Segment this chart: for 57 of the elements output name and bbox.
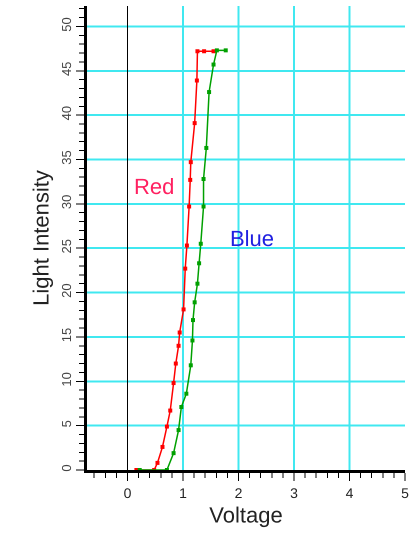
x-tick-label: 3 bbox=[290, 484, 298, 501]
y-tick-label: 25 bbox=[58, 239, 74, 254]
point bbox=[198, 242, 203, 246]
point bbox=[204, 146, 208, 150]
point bbox=[168, 408, 172, 413]
point bbox=[187, 204, 192, 208]
x-tick-label: 4 bbox=[346, 484, 354, 501]
point bbox=[207, 90, 212, 94]
point bbox=[202, 177, 206, 181]
y-tick-label: 0 bbox=[58, 464, 74, 472]
y-tick-label: 45 bbox=[58, 62, 74, 76]
x-tick-label: 2 bbox=[234, 484, 243, 501]
y-tick-label: 35 bbox=[58, 150, 74, 165]
y-tick-label: 10 bbox=[58, 372, 74, 387]
point bbox=[164, 424, 169, 429]
point bbox=[188, 178, 192, 182]
point bbox=[212, 49, 216, 54]
y-tick-label: 15 bbox=[58, 328, 74, 342]
y-tick-label: 5 bbox=[58, 420, 74, 428]
point bbox=[176, 344, 181, 348]
y-tick-label: 30 bbox=[58, 194, 74, 210]
point bbox=[172, 381, 176, 386]
point bbox=[188, 160, 193, 164]
point bbox=[214, 48, 219, 52]
point bbox=[212, 62, 216, 67]
point bbox=[194, 78, 199, 83]
y-tick-label: 40 bbox=[58, 106, 74, 120]
x-tick-label: 0 bbox=[124, 484, 132, 501]
y-tick-label: 50 bbox=[58, 17, 74, 32]
annotation: Red bbox=[134, 174, 174, 199]
point bbox=[183, 266, 188, 271]
point bbox=[190, 338, 194, 342]
point bbox=[195, 49, 200, 54]
point bbox=[174, 362, 178, 366]
point bbox=[178, 330, 182, 334]
point bbox=[179, 405, 184, 410]
point bbox=[202, 49, 206, 54]
y-axis-title: Light Intensity bbox=[28, 170, 54, 306]
point bbox=[197, 261, 202, 266]
point bbox=[184, 392, 188, 396]
point bbox=[155, 460, 160, 465]
x-tick-label: 1 bbox=[179, 484, 188, 501]
point bbox=[224, 48, 228, 52]
point bbox=[182, 307, 186, 312]
point bbox=[191, 318, 195, 322]
x-tick-label: 5 bbox=[401, 484, 410, 501]
point bbox=[195, 282, 200, 286]
point bbox=[202, 204, 206, 208]
x-axis-title: Voltage bbox=[209, 502, 283, 528]
point bbox=[172, 451, 176, 456]
y-tick-label: 20 bbox=[58, 283, 74, 298]
point bbox=[176, 428, 181, 432]
point bbox=[188, 363, 193, 368]
point bbox=[192, 300, 197, 304]
point bbox=[160, 444, 164, 449]
point bbox=[192, 121, 197, 126]
point bbox=[184, 244, 189, 248]
